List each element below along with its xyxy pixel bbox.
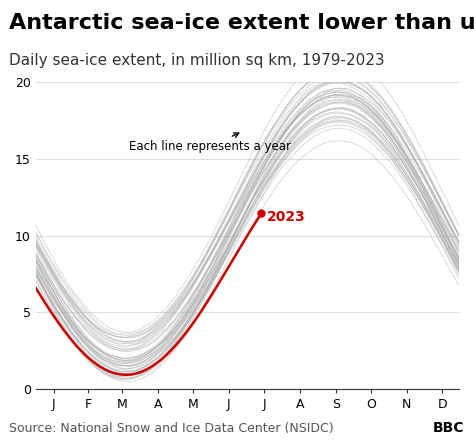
- Text: Each line represents a year: Each line represents a year: [129, 133, 291, 153]
- Text: Daily sea-ice extent, in million sq km, 1979-2023: Daily sea-ice extent, in million sq km, …: [9, 53, 385, 68]
- Text: Antarctic sea-ice extent lower than usual: Antarctic sea-ice extent lower than usua…: [9, 13, 474, 33]
- Text: BBC: BBC: [433, 421, 465, 435]
- Text: 2023: 2023: [267, 210, 306, 223]
- Text: Source: National Snow and Ice Data Center (NSIDC): Source: National Snow and Ice Data Cente…: [9, 422, 334, 435]
